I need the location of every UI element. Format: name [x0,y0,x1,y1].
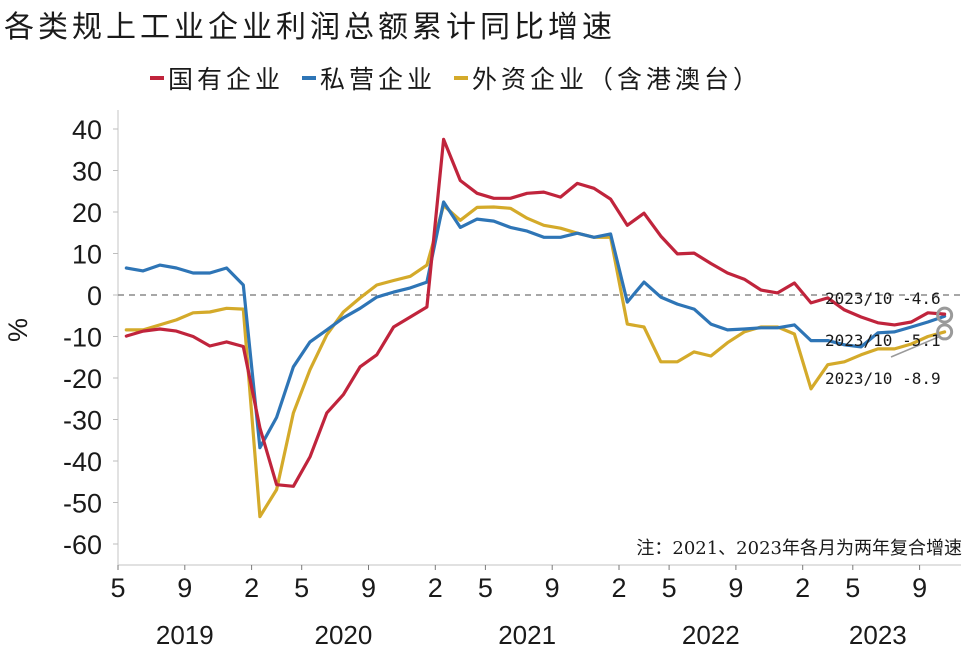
y-tick-label: -10 [63,323,102,353]
x-year-label: 2019 [156,620,214,650]
x-tick-label: 9 [545,573,560,603]
legend-label-private: 私营企业 [320,65,437,94]
y-tick-label: 0 [87,281,102,311]
x-tick-label: 9 [361,573,376,603]
x-tick-label: 5 [845,573,860,603]
x-tick-label: 9 [177,573,192,603]
x-tick-label: 5 [294,573,309,603]
y-tick-label: -40 [63,447,102,477]
x-year-label: 2023 [849,620,907,650]
x-tick-label: 2 [611,573,626,603]
x-tick-label: 9 [912,573,927,603]
legend-swatch-private [302,76,317,80]
y-tick-label: 30 [72,157,102,187]
x-axis-ticks: 5 9 2 5 9 2 5 9 2 5 9 2 5 9 2019 2020 2021 2022 2023 [110,565,927,650]
y-tick-label: 40 [72,115,102,145]
series-line-0 [124,137,947,488]
x-tick-label: 2 [795,573,810,603]
legend-item-private: 私营企业 [302,60,436,96]
legend-item-soe: 国有企业 [150,60,284,96]
x-tick-label: 2 [428,573,443,603]
legend: 国有企业 私营企业 外资企业（含港澳台） [150,60,762,96]
y-tick-label: -20 [63,364,102,394]
x-year-label: 2020 [315,620,373,650]
y-tick-label: -30 [63,406,102,436]
annotation-label: 2023/10 -8.9 [825,369,941,388]
annotation-leader-line [890,336,939,358]
legend-label-foreign: 外资企业（含港澳台） [472,65,763,94]
legend-label-soe: 国有企业 [168,65,285,94]
x-year-label: 2022 [682,620,740,650]
legend-swatch-foreign [454,76,469,80]
y-axis-label: % [3,318,33,342]
axes [117,110,961,566]
x-year-label: 2021 [498,620,556,650]
chart-title: 各类规上工业企业利润总额累计同比增速 [4,10,616,45]
y-tick-label: -60 [63,530,102,560]
x-tick-label: 5 [110,573,125,603]
y-tick-label: -50 [63,489,102,519]
series-line-1 [124,200,947,450]
y-tick-label: 20 [72,198,102,228]
highlight-circle-marker [936,306,954,324]
y-axis-ticks: 40 30 20 10 0 -10 -20 -30 -40 -50 -60 [63,115,118,560]
x-tick-label: 5 [478,573,493,603]
annotation-label: 2023/10 -4.6 [825,289,941,308]
series-lines [124,137,947,519]
highlight-circle-marker [936,323,954,341]
x-tick-label: 9 [728,573,743,603]
x-tick-label: 5 [662,573,677,603]
legend-item-foreign: 外资企业（含港澳台） [454,60,762,96]
y-tick-label: 10 [72,240,102,270]
series-line-2 [124,203,947,519]
chart-note: 注：2021、2023年各月为两年复合增速 [636,538,962,559]
legend-swatch-soe [150,76,164,80]
x-tick-label: 2 [244,573,259,603]
annotation-label: 2023/10 -5.1 [825,331,941,350]
annotations: 2023/10 -4.6 2023/10 -5.1 2023/10 -8.9 [825,289,954,388]
